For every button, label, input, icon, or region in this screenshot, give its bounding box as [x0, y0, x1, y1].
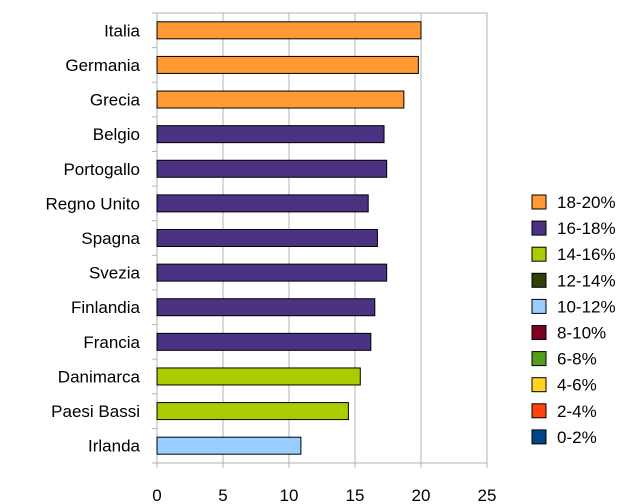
legend-label: 10-12%: [557, 297, 616, 316]
category-label: Danimarca: [58, 367, 141, 386]
category-label: Paesi Bassi: [51, 402, 140, 421]
legend-swatch: [532, 326, 546, 340]
legend-swatch: [532, 430, 546, 444]
category-label: Grecia: [90, 91, 141, 110]
legend-label: 16-18%: [557, 219, 616, 238]
bar: [157, 195, 368, 212]
bar: [157, 230, 377, 247]
legend-label: 12-14%: [557, 271, 616, 290]
category-label: Francia: [83, 333, 140, 352]
x-tick-label: 20: [412, 486, 431, 504]
legend-label: 6-8%: [557, 350, 597, 369]
bar: [157, 333, 371, 350]
legend-swatch: [532, 195, 546, 209]
legend-label: 2-4%: [557, 402, 597, 421]
x-tick-label: 25: [478, 486, 497, 504]
category-label: Italia: [104, 21, 140, 40]
bar: [157, 22, 421, 39]
category-labels: Italia Germania Grecia Belgio Portogallo Regn…: [45, 21, 140, 455]
category-label: Irlanda: [88, 437, 141, 456]
legend-swatch: [532, 221, 546, 235]
bar: [157, 403, 348, 420]
category-label: Portogallo: [63, 160, 140, 179]
x-tick-label: 15: [346, 486, 365, 504]
x-tick-label: 5: [218, 486, 227, 504]
x-tick-label: 10: [280, 486, 299, 504]
category-label: Spagna: [81, 229, 140, 248]
category-label: Finlandia: [71, 298, 141, 317]
category-label: Regno Unito: [45, 194, 140, 213]
category-label: Svezia: [89, 264, 141, 283]
legend-label: 0-2%: [557, 428, 597, 447]
bar: [157, 56, 418, 73]
legend-label: 18-20%: [557, 193, 616, 212]
bar: [157, 437, 301, 454]
bar: [157, 126, 384, 143]
legend-swatch: [532, 273, 546, 287]
legend-swatch: [532, 378, 546, 392]
legend-label: 4-6%: [557, 376, 597, 395]
legend-label: 14-16%: [557, 245, 616, 264]
bar: [157, 264, 387, 281]
category-label: Germania: [65, 56, 140, 75]
legend-swatch: [532, 299, 546, 313]
category-label: Belgio: [93, 125, 140, 144]
bar: [157, 299, 375, 316]
x-tick-label: 0: [152, 486, 161, 504]
legend-swatch: [532, 352, 546, 366]
legend-swatch: [532, 247, 546, 261]
legend: 18-20% 16-18% 14-16% 12-14% 10-12% 8-10% 6-8% 4…: [532, 193, 616, 447]
legend-swatch: [532, 404, 546, 418]
bar: [157, 160, 387, 177]
bar: [157, 91, 404, 108]
legend-label: 8-10%: [557, 324, 606, 343]
bar: [157, 368, 360, 385]
